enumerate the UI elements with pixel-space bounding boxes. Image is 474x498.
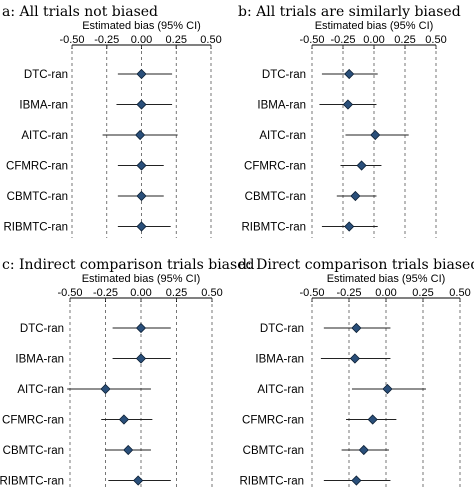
tick-label: -0.25 xyxy=(336,287,361,299)
category-label: AITC-ran xyxy=(21,130,68,142)
estimate-marker xyxy=(135,129,146,141)
category-label: AITC-ran xyxy=(257,384,304,396)
tick-label: 0.50 xyxy=(425,34,446,46)
estimate-marker xyxy=(136,160,147,171)
panel-c: c: Indirect comparison trials biasedEsti… xyxy=(0,257,255,488)
category-label: CFMRC-ran xyxy=(6,161,68,173)
tick-label: 0.00 xyxy=(131,34,152,46)
x-axis-label: Estimated bias (95% CI) xyxy=(315,20,434,32)
tick-label: -0.25 xyxy=(94,34,119,46)
tick-label: -0.50 xyxy=(57,287,82,299)
estimate-marker xyxy=(136,99,147,110)
category-label: IBMA-ran xyxy=(255,354,304,366)
estimate-marker xyxy=(358,444,369,456)
estimate-marker xyxy=(382,383,393,395)
x-axis-label: Estimated bias (95% CI) xyxy=(82,20,201,32)
estimate-marker xyxy=(100,383,111,395)
category-label: RIBMTC-ran xyxy=(3,222,68,234)
panel-title: d: Direct comparison trials biased xyxy=(238,257,474,273)
estimate-marker xyxy=(351,475,362,486)
estimate-marker xyxy=(349,353,360,364)
estimate-marker xyxy=(133,475,144,486)
category-label: CFMRC-ran xyxy=(244,161,306,173)
estimate-marker xyxy=(136,68,147,80)
category-label: DTC-ran xyxy=(24,69,68,81)
tick-label: 0.25 xyxy=(166,34,187,46)
category-label: IBMA-ran xyxy=(257,100,306,112)
estimate-marker xyxy=(136,190,147,202)
category-label: DTC-ran xyxy=(20,323,64,335)
tick-label: 0.25 xyxy=(394,34,415,46)
category-label: CFMRC-ran xyxy=(242,415,304,427)
estimate-marker xyxy=(136,221,147,232)
category-label: DTC-ran xyxy=(262,69,306,81)
panel-title: c: Indirect comparison trials biased xyxy=(2,257,255,273)
tick-label: 0.25 xyxy=(166,287,187,299)
category-label: IBMA-ran xyxy=(19,100,68,112)
tick-label: -0.50 xyxy=(299,34,324,46)
estimate-marker xyxy=(123,444,134,456)
tick-label: 0.50 xyxy=(201,287,222,299)
tick-label: -0.50 xyxy=(59,34,84,46)
category-label: CFMRC-ran xyxy=(2,415,64,427)
estimate-marker xyxy=(344,68,355,80)
category-label: RIBMTC-ran xyxy=(239,476,304,488)
estimate-marker xyxy=(351,322,362,334)
estimate-marker xyxy=(342,99,354,110)
estimate-marker xyxy=(356,160,367,171)
estimate-marker xyxy=(135,353,147,364)
tick-label: 0.50 xyxy=(200,34,221,46)
x-axis-label: Estimated bias (95% CI) xyxy=(82,273,201,285)
estimate-marker xyxy=(370,129,381,141)
tick-label: -0.25 xyxy=(330,34,355,46)
category-label: CBMTC-ran xyxy=(3,445,64,457)
tick-label: 0.25 xyxy=(412,287,433,299)
category-label: RIBMTC-ran xyxy=(0,476,64,488)
tick-label: 0.50 xyxy=(449,287,470,299)
tick-label: 0.00 xyxy=(363,34,384,46)
estimate-marker xyxy=(350,190,361,202)
panel-title: a: All trials not biased xyxy=(2,4,158,20)
category-label: CBMTC-ran xyxy=(7,191,68,203)
tick-label: -0.25 xyxy=(93,287,118,299)
estimate-marker xyxy=(135,322,147,334)
category-label: DTC-ran xyxy=(260,323,304,335)
panel-title: b: All trials are similarly biased xyxy=(238,4,461,20)
tick-label: -0.50 xyxy=(299,287,324,299)
estimate-marker xyxy=(344,221,355,232)
category-label: AITC-ran xyxy=(259,130,306,142)
tick-label: 0.00 xyxy=(375,287,396,299)
category-label: AITC-ran xyxy=(17,384,64,396)
tick-label: 0.00 xyxy=(130,287,151,299)
panel-d: d: Direct comparison trials biasedEstima… xyxy=(238,257,474,488)
category-label: IBMA-ran xyxy=(15,354,64,366)
panel-b: b: All trials are similarly biasedEstima… xyxy=(238,4,461,238)
estimate-marker xyxy=(367,414,378,425)
estimate-marker xyxy=(118,414,130,425)
category-label: CBMTC-ran xyxy=(243,445,304,457)
x-axis-label: Estimated bias (95% CI) xyxy=(327,273,446,285)
category-label: CBMTC-ran xyxy=(245,191,306,203)
category-label: RIBMTC-ran xyxy=(241,222,306,234)
